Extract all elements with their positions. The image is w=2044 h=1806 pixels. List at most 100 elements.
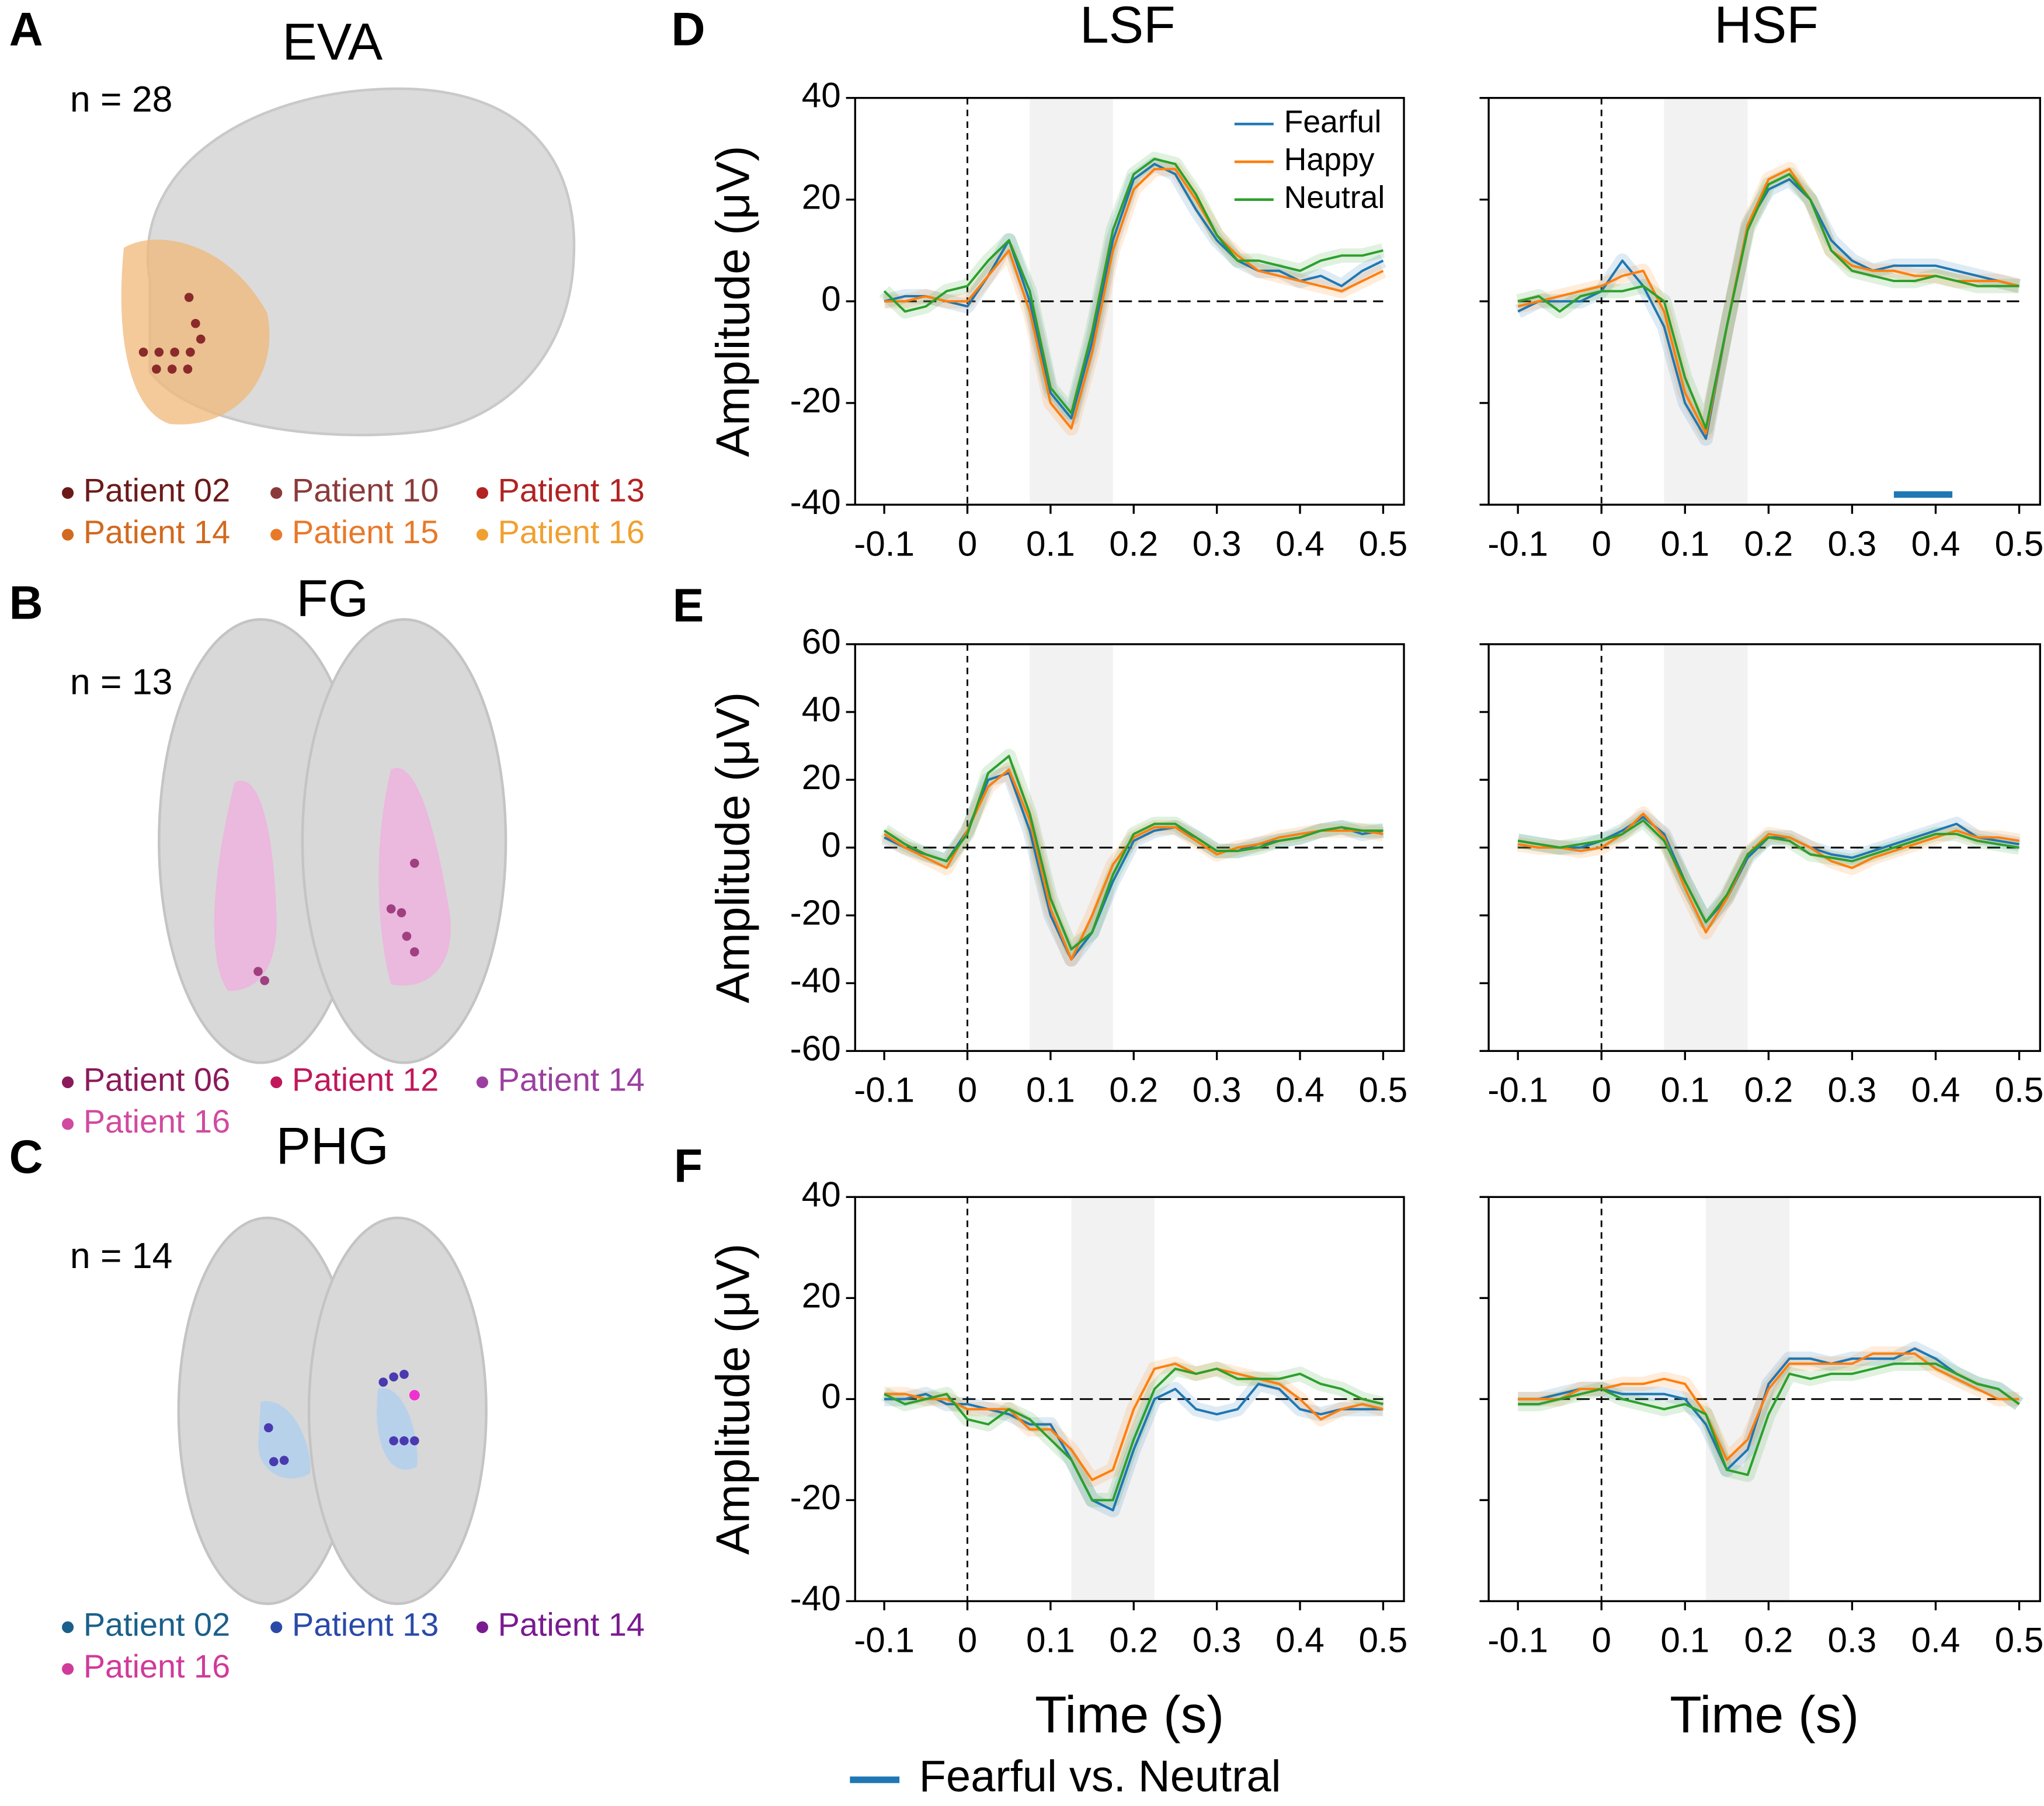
series-line <box>884 768 1383 961</box>
x-tick-label: 0.1 <box>1026 1620 1075 1660</box>
y-tick-label: 20 <box>802 1275 841 1315</box>
y-axis-label: Amplitude (μV) <box>707 145 759 457</box>
x-tick-label: -0.1 <box>1487 1620 1548 1660</box>
y-axis-label: Amplitude (μV) <box>707 692 759 1003</box>
panel-label: D <box>672 3 705 55</box>
legend-dot <box>270 487 283 499</box>
legend-dot <box>62 1621 74 1633</box>
legend-dot <box>476 1076 488 1088</box>
legend-dot <box>476 487 488 499</box>
x-axis-label: Time (s) <box>1035 1685 1224 1744</box>
legend-label: Patient 06 <box>84 1061 230 1098</box>
legend-label: Happy <box>1284 143 1375 177</box>
ci-band <box>880 762 1385 967</box>
x-tick-label: 0 <box>958 1070 978 1110</box>
legend-label: Patient 14 <box>498 1606 645 1643</box>
series-line <box>884 772 1383 961</box>
x-tick-label: 0.1 <box>1660 1070 1709 1110</box>
y-tick-label: 40 <box>802 75 841 115</box>
electrode-count: n = 14 <box>70 1235 173 1276</box>
y-tick-label: -60 <box>790 1028 841 1068</box>
y-tick-label: 0 <box>821 279 841 318</box>
legend-dot <box>62 487 74 499</box>
x-tick-label: 0.2 <box>1744 1620 1793 1660</box>
x-tick-label: 0.5 <box>1995 1620 2044 1660</box>
legend-label: Neutral <box>1284 180 1385 215</box>
legend-dot <box>270 1621 283 1633</box>
x-tick-label: 0 <box>1591 523 1611 563</box>
ci-band <box>1514 172 2021 446</box>
x-tick-label: 0 <box>1591 1620 1611 1660</box>
x-tick-label: 0.3 <box>1828 1620 1877 1660</box>
x-tick-label: 0 <box>958 523 978 563</box>
legend-dot <box>476 1621 488 1633</box>
series-line <box>1517 178 2020 440</box>
electrode-count: n = 13 <box>70 662 173 703</box>
x-tick-label: -0.1 <box>854 1070 915 1110</box>
panel-label: E <box>673 579 704 632</box>
series-line <box>1517 173 2019 430</box>
legend-label: Patient 02 <box>84 472 230 509</box>
series-line <box>883 158 1383 415</box>
legend-dot <box>62 1663 74 1675</box>
series-line <box>1517 819 2019 923</box>
y-tick-label: -20 <box>790 380 841 420</box>
legend-dot <box>62 529 74 541</box>
x-tick-label: 0.2 <box>1744 523 1793 563</box>
x-tick-label: 0.5 <box>1359 1620 1408 1660</box>
x-tick-label: -0.1 <box>854 523 915 563</box>
series-line <box>884 1362 1383 1481</box>
panel-label: C <box>9 1131 43 1183</box>
x-axis-label: Time (s) <box>1670 1685 1859 1744</box>
x-tick-label: 0.5 <box>1995 1070 2044 1110</box>
y-tick-label: 0 <box>821 1376 841 1416</box>
legend-label: Patient 13 <box>498 472 645 509</box>
y-tick-label: -40 <box>790 1578 841 1618</box>
ci-band <box>881 766 1385 967</box>
x-tick-label: 0.5 <box>1359 523 1408 563</box>
x-tick-label: -0.1 <box>854 1620 915 1660</box>
y-tick-label: 60 <box>802 621 841 661</box>
series-line <box>884 755 1383 951</box>
legend-dot <box>270 1076 283 1088</box>
x-tick-label: 0.4 <box>1911 1620 1960 1660</box>
series-line <box>884 1367 1383 1502</box>
legend-label: Patient 02 <box>84 1606 230 1643</box>
series-line <box>1517 812 2019 934</box>
x-tick-label: 0.4 <box>1911 523 1960 563</box>
legend-label: Patient 16 <box>84 1648 230 1685</box>
x-tick-label: 0.4 <box>1911 1070 1960 1110</box>
x-tick-label: 0.4 <box>1275 1620 1325 1660</box>
x-tick-label: 0.3 <box>1193 523 1242 563</box>
series-line <box>884 1383 1383 1512</box>
y-tick-label: -40 <box>790 960 841 1000</box>
y-tick-label: 0 <box>821 825 841 864</box>
legend-label: Patient 12 <box>292 1061 439 1098</box>
legend-label: Patient 10 <box>292 472 439 509</box>
legend-label: Fearful <box>1284 105 1382 139</box>
panel-label: F <box>674 1140 703 1193</box>
y-tick-label: -20 <box>790 892 841 932</box>
significance-legend-label: Fearful vs. Neutral <box>919 1752 1281 1801</box>
column-title: HSF <box>1714 0 1819 54</box>
y-axis-label: Amplitude (μV) <box>707 1244 759 1555</box>
panel-label: B <box>9 576 43 629</box>
legend-dot <box>270 529 283 541</box>
legend-label: Patient 16 <box>84 1103 230 1140</box>
electrode-count: n = 28 <box>70 79 173 120</box>
legend-label: Patient 16 <box>498 513 645 550</box>
y-tick-label: 20 <box>802 757 841 797</box>
x-tick-label: 0.1 <box>1660 523 1709 563</box>
region-title: PHG <box>276 1117 388 1175</box>
x-tick-label: 0.1 <box>1026 523 1075 563</box>
x-tick-label: 0.3 <box>1193 1620 1242 1660</box>
y-tick-label: 40 <box>802 689 841 729</box>
legend-label: Patient 13 <box>292 1606 439 1643</box>
x-tick-label: 0.2 <box>1109 1620 1158 1660</box>
x-tick-label: 0 <box>958 1620 978 1660</box>
x-tick-label: 0.1 <box>1026 1070 1075 1110</box>
x-tick-label: 0.5 <box>1995 523 2044 563</box>
legend-dot <box>62 1076 74 1088</box>
